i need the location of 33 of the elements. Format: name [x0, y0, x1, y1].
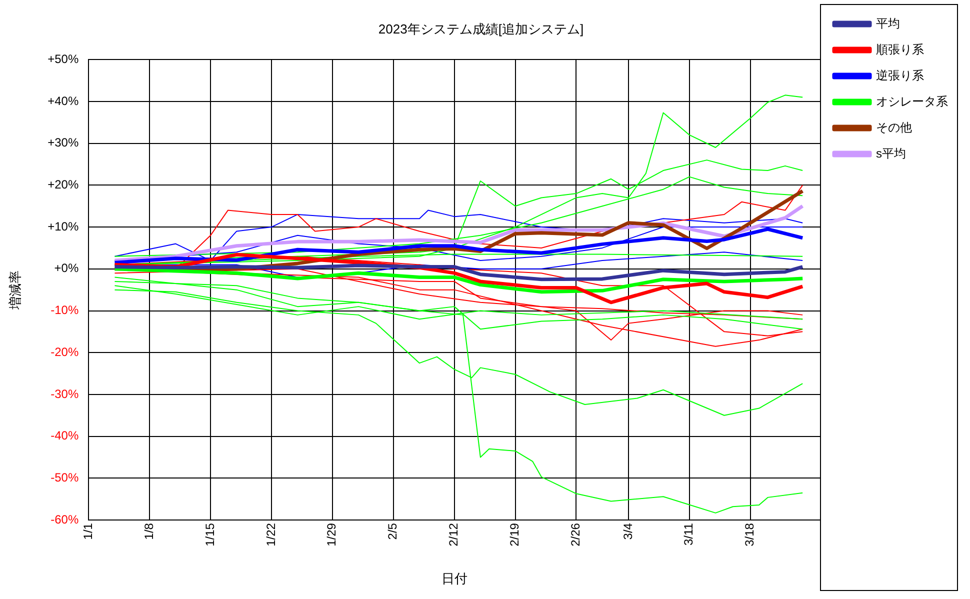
- y-tick-label: +40%: [48, 94, 79, 108]
- x-tick-label: 1/29: [324, 522, 339, 546]
- y-tick-label: +0%: [54, 261, 79, 276]
- chart-title: 2023年システム成績[追加システム]: [378, 21, 584, 36]
- x-tick-label: 2/26: [568, 522, 583, 546]
- legend-label: その他: [876, 120, 912, 134]
- x-tick-label: 2/12: [446, 522, 461, 546]
- y-tick-label: +20%: [48, 177, 79, 192]
- legend-label: 順張り系: [876, 42, 924, 56]
- x-tick-label: 3/11: [682, 522, 696, 546]
- x-tick-label: 1/1: [80, 522, 95, 540]
- y-tick-label: -20%: [50, 344, 79, 359]
- x-tick-label: 2/19: [508, 522, 522, 546]
- y-tick-label: -30%: [50, 386, 79, 401]
- x-tick-label: 3/4: [620, 522, 635, 540]
- x-tick-label: 1/22: [264, 522, 278, 546]
- y-tick-label: +30%: [48, 136, 79, 150]
- legend-label: オシレータ系: [876, 94, 948, 108]
- legend-label: 平均: [876, 16, 900, 30]
- x-tick-label: 3/18: [742, 522, 757, 546]
- y-tick-label: +10%: [48, 219, 79, 234]
- x-axis-title: 日付: [441, 570, 468, 586]
- y-tick-label: +50%: [48, 52, 79, 66]
- y-tick-label: -50%: [50, 470, 79, 484]
- x-tick-label: 2/5: [386, 522, 400, 540]
- legend-label: 逆張り系: [876, 68, 924, 82]
- y-tick-label: -40%: [50, 428, 79, 443]
- y-tick-label: -10%: [50, 303, 79, 318]
- legend-label: s平均: [876, 146, 906, 160]
- y-tick-label: -60%: [50, 512, 79, 526]
- y-axis-title: 増減率: [7, 270, 22, 310]
- x-tick-label: 1/8: [142, 522, 156, 540]
- x-tick-label: 1/15: [202, 522, 217, 546]
